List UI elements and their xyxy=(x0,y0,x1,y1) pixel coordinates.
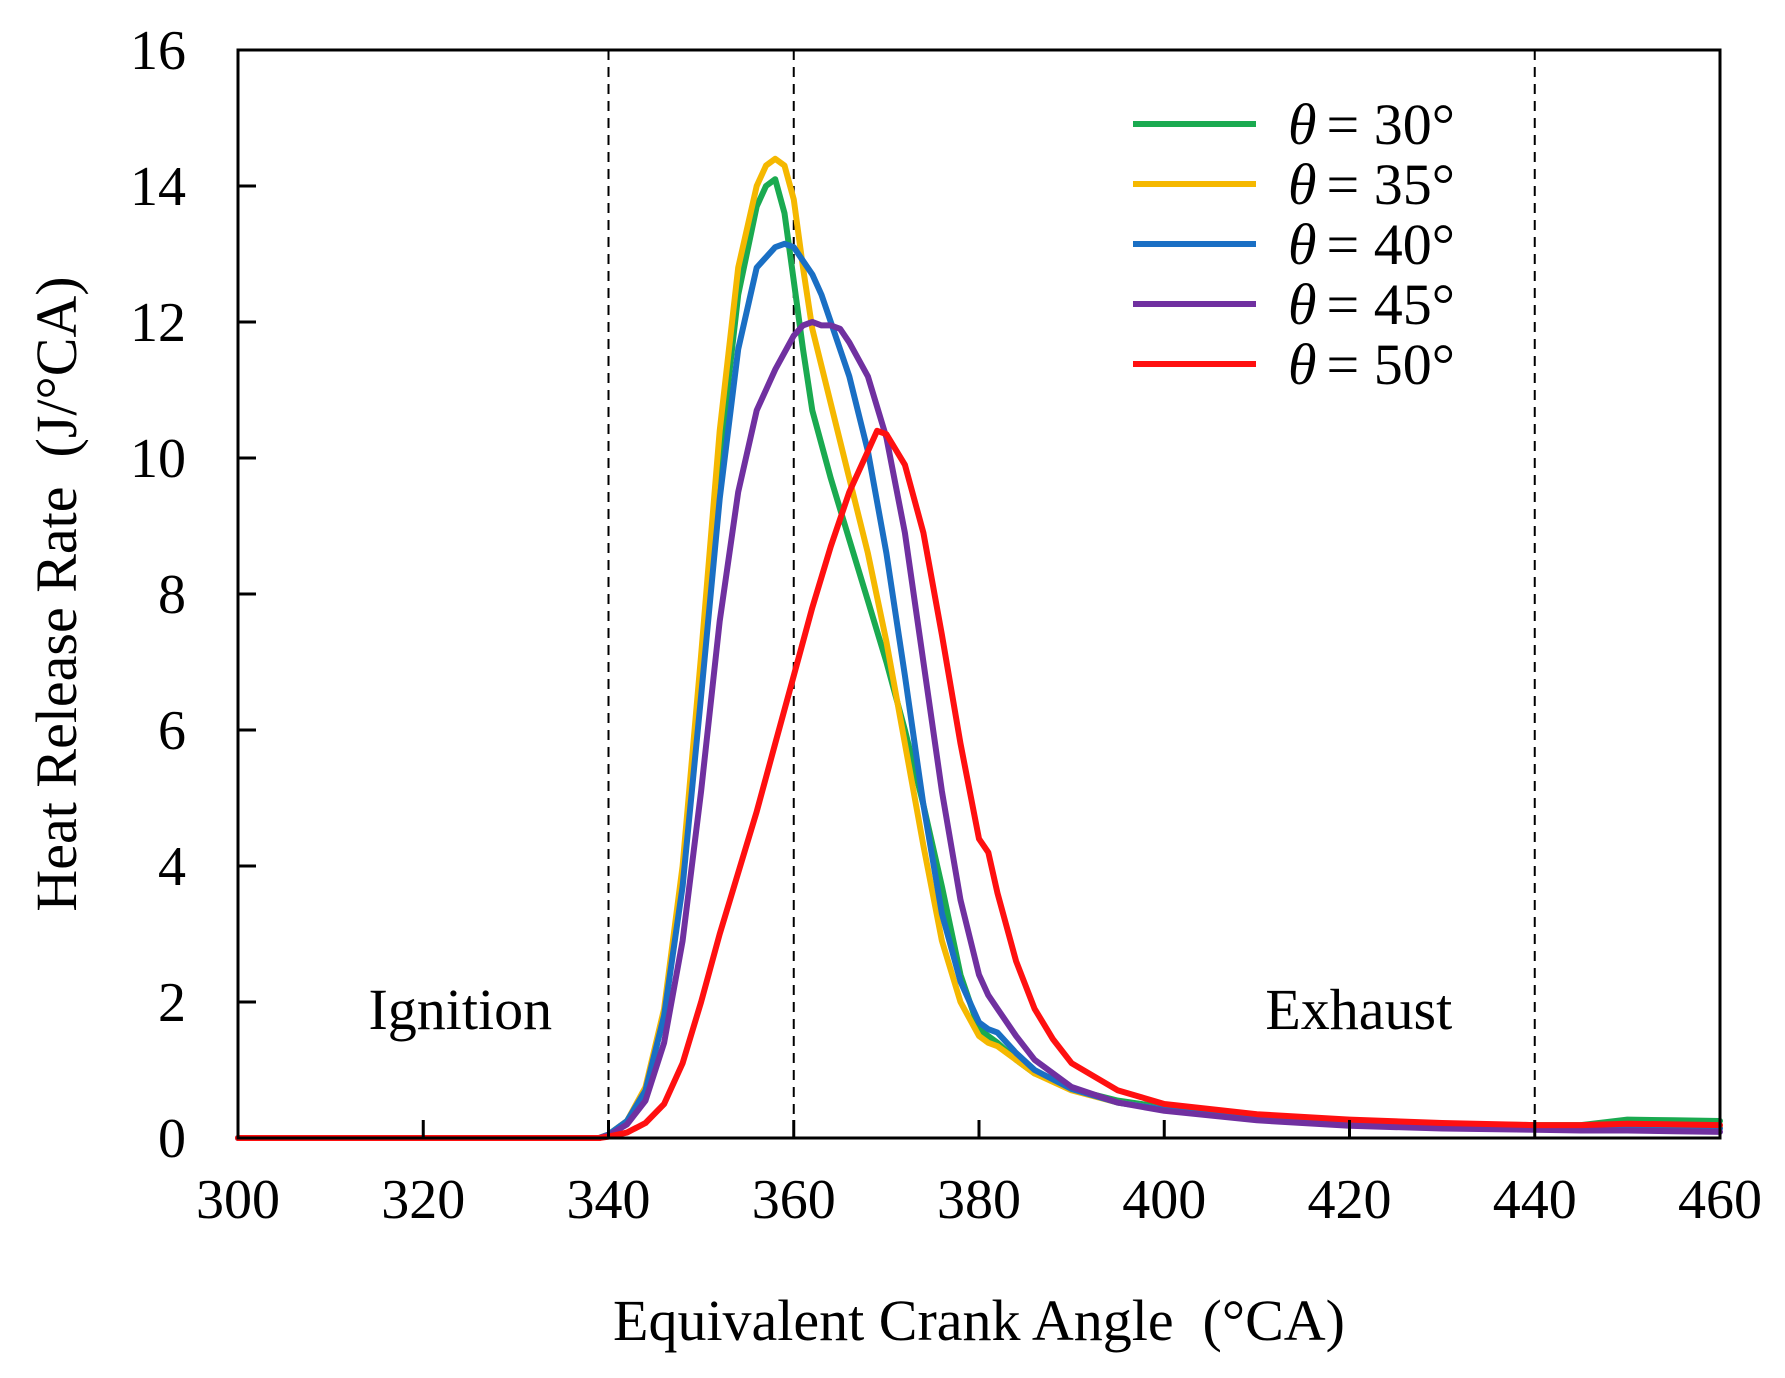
x-tick-label: 420 xyxy=(1308,1169,1392,1231)
y-axis-title: Heat Release Rate (J/°CA) xyxy=(24,276,89,911)
y-tick-label: 14 xyxy=(130,156,186,218)
labels-group: 300 320 340 360 380 400 420 440 460 0 2 4 6 8 10 12 14 16… xyxy=(24,20,1762,1353)
axes-group xyxy=(236,48,1722,1140)
x-tick-label: 440 xyxy=(1493,1169,1577,1231)
x-tick-label: 300 xyxy=(196,1169,280,1231)
y-tick-label: 0 xyxy=(158,1108,186,1170)
y-tick-label: 12 xyxy=(130,292,186,354)
y-tick-label: 6 xyxy=(158,700,186,762)
vertical-marker-group xyxy=(607,50,1536,1138)
legend-label-5: θ = 50° xyxy=(1288,332,1455,397)
legend: θ = 30°θ = 35°θ = 40°θ = 45°θ = 50° xyxy=(1133,92,1455,397)
series-line-5 xyxy=(235,427,1723,1141)
y-tick-label: 10 xyxy=(130,428,186,490)
x-tick-label: 320 xyxy=(381,1169,465,1231)
legend-label-3: θ = 40° xyxy=(1288,212,1455,277)
x-tick-label: 400 xyxy=(1122,1169,1206,1231)
legend-label-2: θ = 35° xyxy=(1288,152,1455,217)
legend-label-1: θ = 30° xyxy=(1288,92,1455,157)
series-group xyxy=(235,155,1723,1141)
x-tick-label: 460 xyxy=(1678,1169,1762,1231)
y-tick-label: 8 xyxy=(158,564,186,626)
y-tick-label: 4 xyxy=(158,836,186,898)
x-tick-label: 380 xyxy=(937,1169,1021,1231)
y-tick-label: 2 xyxy=(158,972,186,1034)
legend-label-4: θ = 45° xyxy=(1288,272,1455,337)
x-tick-label: 360 xyxy=(752,1169,836,1231)
x-tick-label: 340 xyxy=(567,1169,651,1231)
annotation-exhaust: Exhaust xyxy=(1265,977,1452,1042)
annotation-ignition: Ignition xyxy=(368,977,552,1042)
x-axis-title: Equivalent Crank Angle (°CA) xyxy=(613,1288,1345,1353)
y-tick-label: 16 xyxy=(130,20,186,82)
